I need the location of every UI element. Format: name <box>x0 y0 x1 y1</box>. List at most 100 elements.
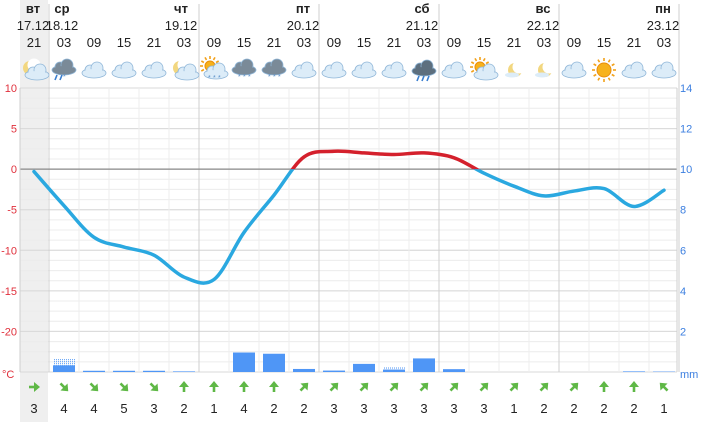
precipitation-bar <box>173 371 195 372</box>
hour-label: 09 <box>447 35 461 50</box>
wind-arrow-icon <box>209 381 219 392</box>
svg-text:*: * <box>213 75 216 82</box>
hour-label: 09 <box>327 35 341 50</box>
snow-cloud-icon: * * * <box>261 58 287 81</box>
day-name: чт <box>174 1 188 16</box>
snow-dot <box>392 369 393 371</box>
precipitation-bar <box>353 363 375 372</box>
wind-arrow-icon <box>659 382 669 392</box>
precipitation-bar <box>113 370 135 372</box>
snow-dot <box>60 359 61 361</box>
wind-arrow-icon <box>149 382 159 392</box>
right-tick-label: 6 <box>680 245 686 257</box>
cloud-icon <box>441 61 467 79</box>
wind-arrow-icon <box>629 381 639 392</box>
hour-label: 21 <box>27 35 41 50</box>
snow-dot <box>396 367 397 369</box>
day-date: 21.12 <box>406 18 439 33</box>
hour-label: 09 <box>567 35 581 50</box>
right-tick-label: 2 <box>680 326 686 338</box>
precipitation-bar <box>143 370 165 372</box>
sun-icon <box>592 58 616 82</box>
wind-speed-label: 2 <box>180 401 187 416</box>
temperature-line <box>32 169 666 285</box>
snow-dot <box>60 363 61 365</box>
temperature-line-warm <box>290 149 480 170</box>
precipitation-bar <box>53 365 75 372</box>
snow-dot <box>66 363 67 365</box>
hour-label: 03 <box>657 35 671 50</box>
wind-arrow-icon <box>479 382 489 392</box>
wind-arrow-icon <box>389 382 399 392</box>
wind-arrow-icon <box>179 381 189 392</box>
cloud-icon <box>321 61 347 79</box>
day-name: пн <box>655 1 671 16</box>
wind-arrow-icon <box>509 382 519 392</box>
wind-speed-label: 1 <box>660 401 667 416</box>
day-name: пт <box>296 1 310 16</box>
rain-snow-cloud-icon: * <box>51 58 77 81</box>
hour-label: 21 <box>267 35 281 50</box>
wind-arrow-icon <box>599 381 609 392</box>
snow-dot <box>58 359 59 361</box>
precipitation-bar <box>383 369 405 372</box>
snow-dot <box>400 367 401 369</box>
rain-cloud-icon <box>411 59 437 82</box>
snow-dot <box>398 367 399 369</box>
right-tick-label: 8 <box>680 205 686 217</box>
snow-dot <box>66 359 67 361</box>
snow-dot <box>60 361 61 363</box>
cloud-icon <box>351 61 377 79</box>
hour-label: 15 <box>117 35 131 50</box>
left-tick-label: -20 <box>1 326 17 338</box>
wind-speed-label: 3 <box>420 401 427 416</box>
snow-dot <box>398 369 399 371</box>
snow-dot <box>384 369 385 371</box>
snow-dot <box>64 363 65 365</box>
snow-dot <box>404 369 405 371</box>
svg-text:*: * <box>278 74 281 81</box>
precipitation-bar <box>323 370 345 372</box>
right-tick-label: 12 <box>680 124 692 136</box>
snow-dot <box>72 363 73 365</box>
snow-dot <box>402 367 403 369</box>
wind-speed-label: 5 <box>120 401 127 416</box>
left-tick-label: 10 <box>5 83 17 95</box>
snow-dot <box>64 365 65 367</box>
right-tick-label: 14 <box>680 83 692 95</box>
snow-dot <box>388 367 389 369</box>
snow-dot <box>56 359 57 361</box>
cloud-icon <box>111 61 137 79</box>
snow-dot <box>70 365 71 367</box>
cloud-icon <box>381 61 407 79</box>
wind-arrow-icon <box>569 382 579 392</box>
snow-dot <box>66 365 67 367</box>
precipitation-bar <box>443 369 465 372</box>
hour-label: 15 <box>357 35 371 50</box>
wind-speed-label: 2 <box>630 401 637 416</box>
hour-label: 21 <box>627 35 641 50</box>
snow-dot <box>62 361 63 363</box>
left-tick-label: -10 <box>1 245 17 257</box>
snow-dot <box>386 369 387 371</box>
cloud-icon <box>141 61 167 79</box>
wind-speed-label: 2 <box>570 401 577 416</box>
wind-arrow-icon <box>269 381 279 392</box>
sun-cloud-icon <box>470 57 499 81</box>
day-name: сб <box>414 1 429 16</box>
snow-dot <box>58 365 59 367</box>
day-name: вс <box>536 1 551 16</box>
wind-arrow-icon <box>419 382 429 392</box>
cloud-icon <box>651 61 677 79</box>
day-date: 18.12 <box>46 18 79 33</box>
wind-arrow-icon <box>359 382 369 392</box>
snow-dot <box>54 361 55 363</box>
svg-text:*: * <box>268 74 271 81</box>
svg-text:*: * <box>248 74 251 81</box>
wind-arrow-icon <box>239 381 249 392</box>
hour-label: 03 <box>417 35 431 50</box>
hour-label: 15 <box>237 35 251 50</box>
snow-dot <box>58 361 59 363</box>
hour-label: 21 <box>507 35 521 50</box>
snow-dot <box>54 365 55 367</box>
